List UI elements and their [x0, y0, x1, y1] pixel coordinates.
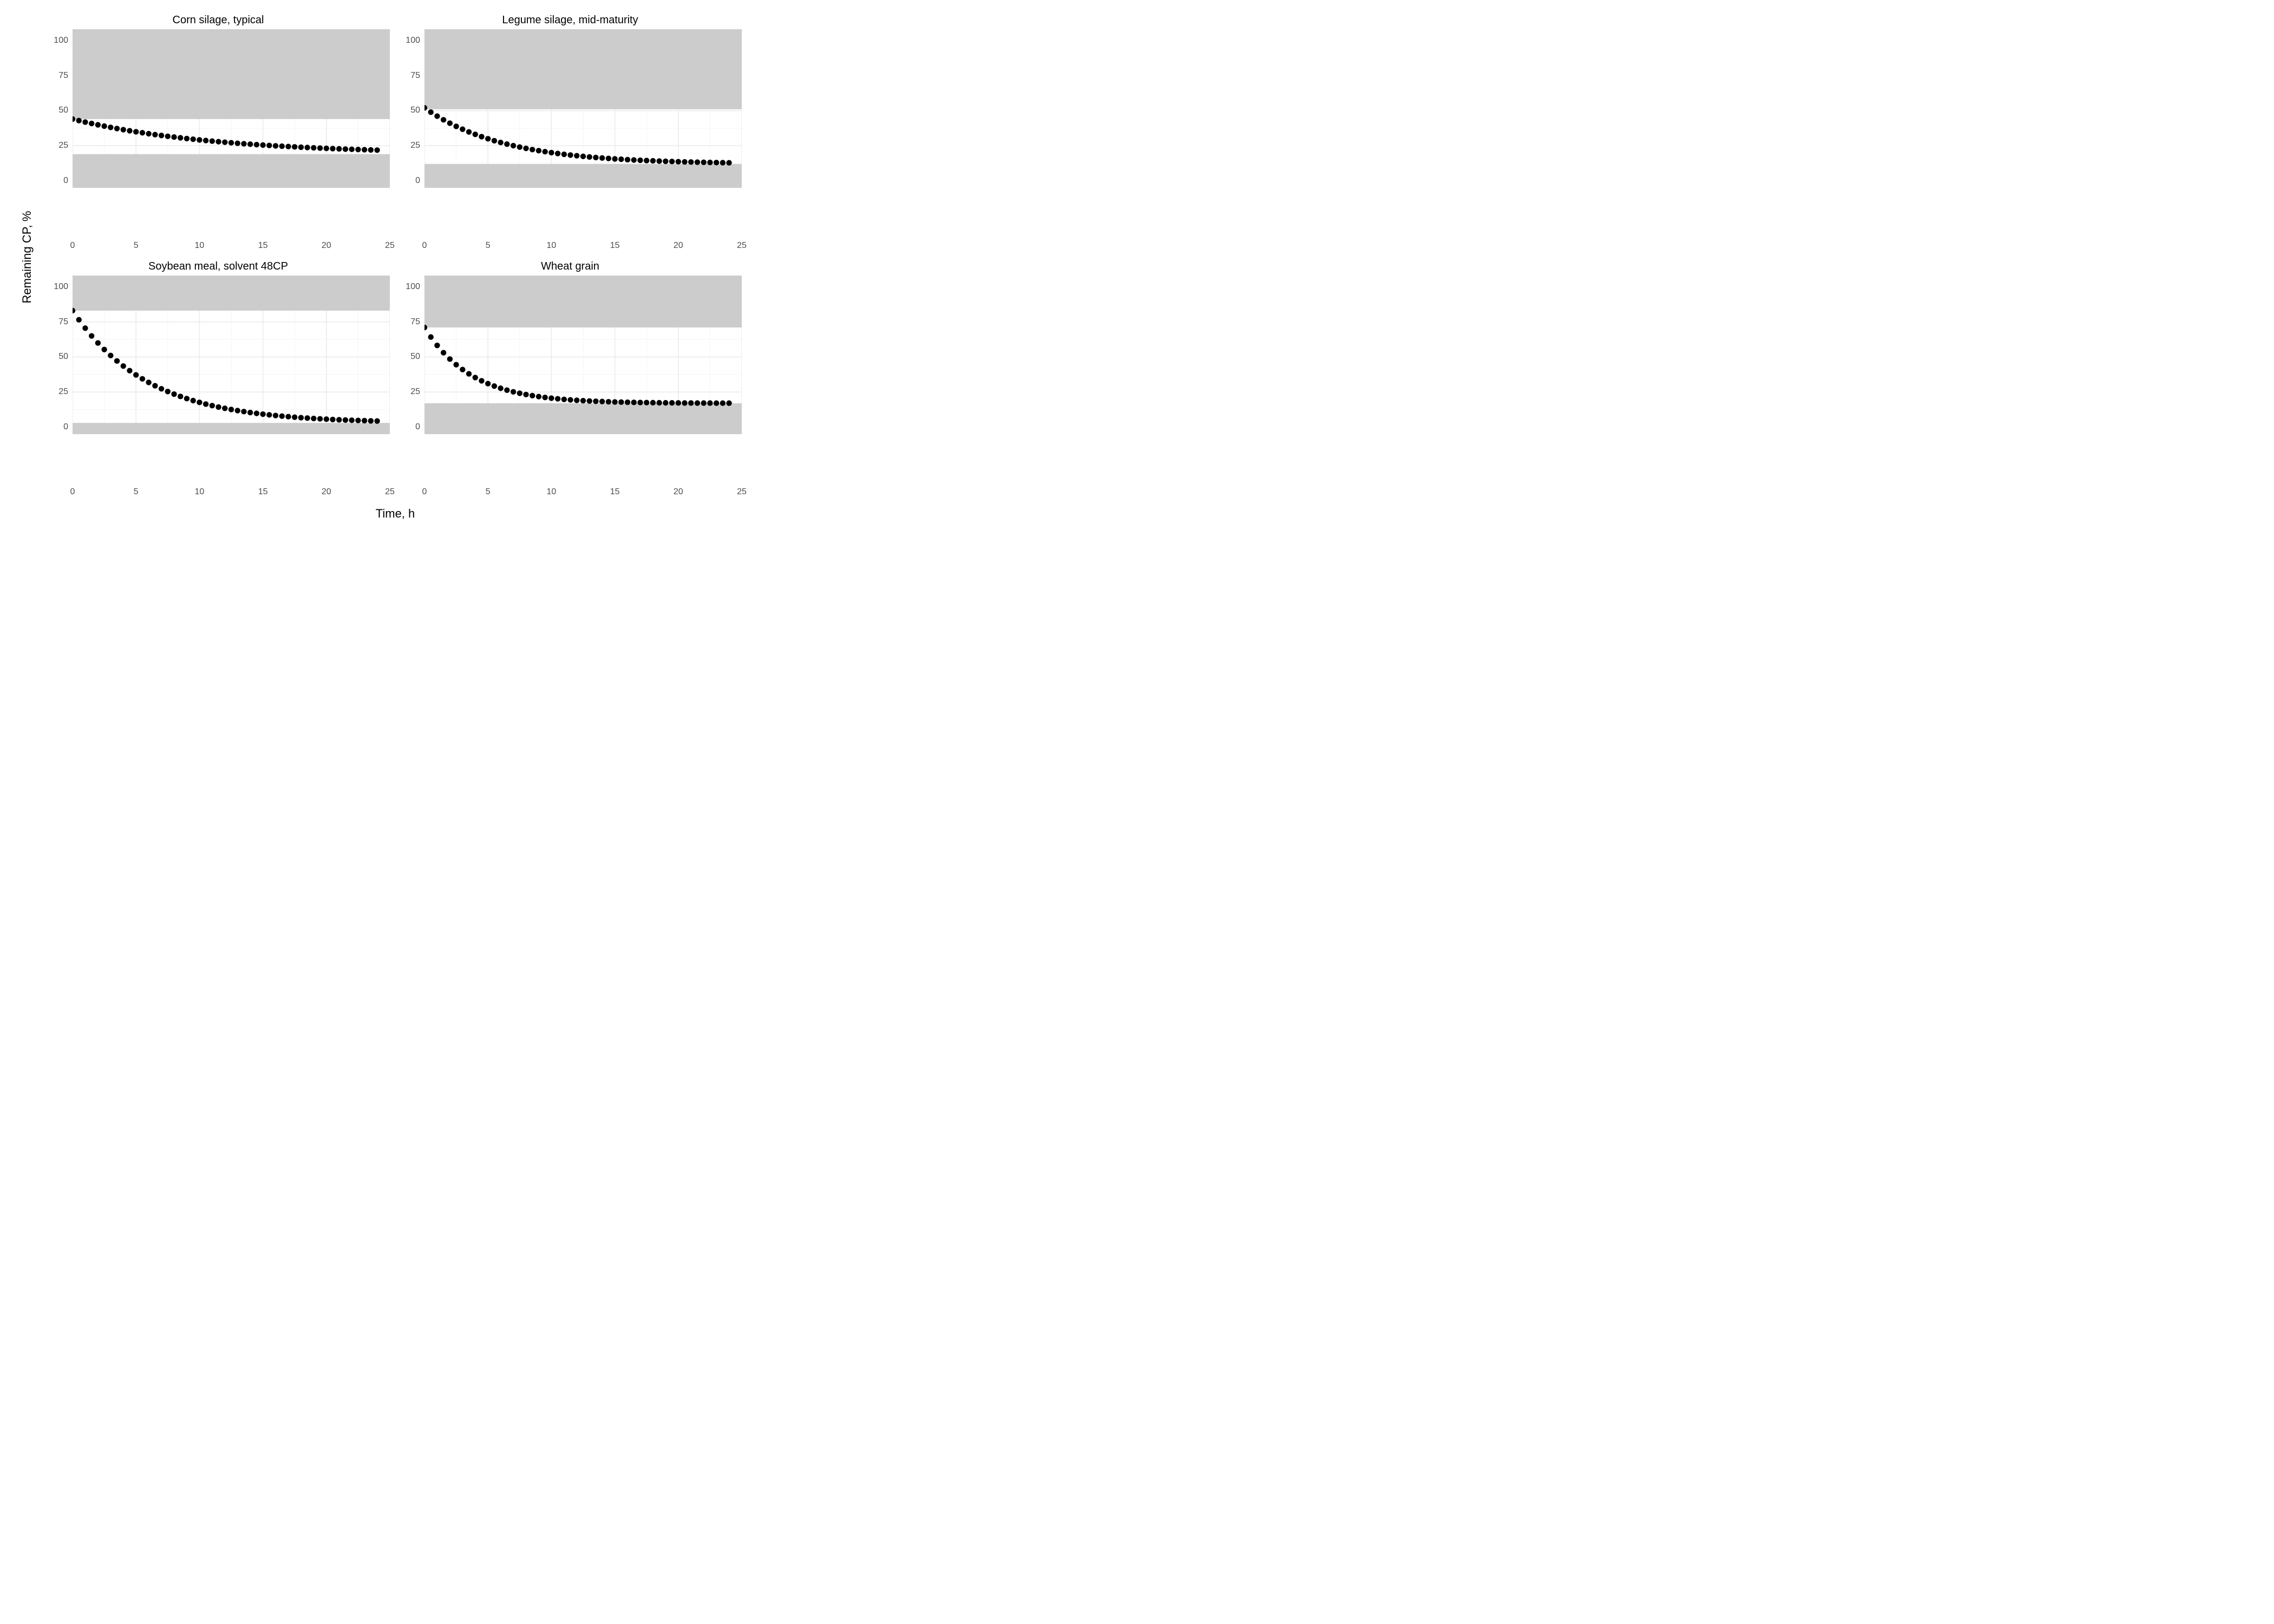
x-tick-label: 0 [422, 487, 427, 497]
panel-2: Soybean meal, solvent 48CP 0 25 50 75 100 0 5… [43, 257, 395, 503]
x-tick-label: 15 [258, 241, 268, 251]
panel-svg [424, 29, 742, 188]
x-tick-label: 5 [134, 487, 139, 497]
x-tick-label: 10 [546, 241, 556, 251]
panel-title: Legume silage, mid-maturity [398, 14, 742, 27]
y-tick-label: 25 [58, 387, 68, 397]
y-tick-label: 100 [54, 36, 68, 45]
x-tick-label: 10 [194, 241, 204, 251]
x-axis-label: Time, h [376, 507, 415, 521]
plot-area: 0 25 50 75 100 0 5 10 15 20 25 [47, 276, 390, 500]
y-tick-label: 50 [58, 106, 68, 115]
y-ticks: 0 25 50 75 100 [398, 276, 422, 483]
x-tick-label: 0 [70, 487, 75, 497]
y-tick-label: 50 [410, 106, 420, 115]
y-ticks: 0 25 50 75 100 [398, 29, 422, 237]
y-tick-label: 25 [410, 141, 420, 150]
x-ticks: 0510152025 [424, 239, 742, 254]
y-tick-label: 75 [58, 317, 68, 327]
y-tick-label: 75 [410, 71, 420, 81]
plot-area: 0 25 50 75 100 0 5 10 15 20 25 [398, 276, 742, 500]
y-tick-label: 100 [406, 36, 420, 45]
facet-figure: Remaining CP, % Corn silage, typical 0 25… [11, 11, 747, 531]
y-tick-label: 0 [63, 422, 68, 432]
x-ticks: 0510152025 [73, 485, 390, 500]
x-axis-label-cell: Time, h [43, 503, 747, 531]
y-tick-label: 100 [406, 282, 420, 292]
x-tick-label: 25 [737, 487, 747, 497]
x-ticks: 0510152025 [73, 239, 390, 254]
y-tick-label: 0 [63, 176, 68, 186]
plot-area: 0 25 50 75 100 0 5 10 15 20 25 [398, 29, 742, 254]
y-ticks: 0 25 50 75 100 [47, 276, 70, 483]
panel-3: Wheat grain 0 25 50 75 100 0 5 10 15 20 25 [395, 257, 747, 503]
x-tick-label: 20 [674, 241, 683, 251]
x-tick-label: 10 [546, 487, 556, 497]
x-tick-label: 15 [258, 487, 268, 497]
x-tick-label: 20 [322, 241, 331, 251]
y-tick-label: 75 [58, 71, 68, 81]
x-tick-label: 0 [70, 241, 75, 251]
x-tick-label: 25 [737, 241, 747, 251]
plot-area: 0 25 50 75 100 0 5 10 15 20 25 [47, 29, 390, 254]
x-tick-label: 0 [422, 241, 427, 251]
x-tick-label: 15 [610, 487, 620, 497]
x-ticks: 0510152025 [424, 485, 742, 500]
panel-title: Corn silage, typical [47, 14, 390, 27]
y-tick-label: 25 [58, 141, 68, 150]
x-tick-label: 5 [486, 241, 491, 251]
panel-title: Wheat grain [398, 260, 742, 273]
y-tick-label: 0 [415, 176, 420, 186]
x-tick-label: 5 [486, 487, 491, 497]
x-tick-label: 20 [322, 487, 331, 497]
x-tick-label: 5 [134, 241, 139, 251]
y-tick-label: 0 [415, 422, 420, 432]
panel-svg [73, 29, 390, 188]
y-axis-label-cell: Remaining CP, % [11, 11, 43, 503]
x-tick-label: 25 [385, 487, 395, 497]
y-ticks: 0 25 50 75 100 [47, 29, 70, 237]
y-axis-label: Remaining CP, % [20, 211, 34, 304]
panel-0: Corn silage, typical 0 25 50 75 100 0 5 10 15 20… [43, 11, 395, 257]
y-tick-label: 100 [54, 282, 68, 292]
panel-title: Soybean meal, solvent 48CP [47, 260, 390, 273]
x-tick-label: 25 [385, 241, 395, 251]
panel-1: Legume silage, mid-maturity 0255075100 0… [395, 11, 747, 257]
y-tick-label: 75 [410, 317, 420, 327]
x-tick-label: 10 [194, 487, 204, 497]
x-tick-label: 15 [610, 241, 620, 251]
x-tick-label: 20 [674, 487, 683, 497]
y-tick-label: 25 [410, 387, 420, 397]
y-tick-label: 50 [58, 352, 68, 362]
y-tick-label: 50 [410, 352, 420, 362]
panel-svg [424, 276, 742, 434]
panel-svg [73, 276, 390, 434]
